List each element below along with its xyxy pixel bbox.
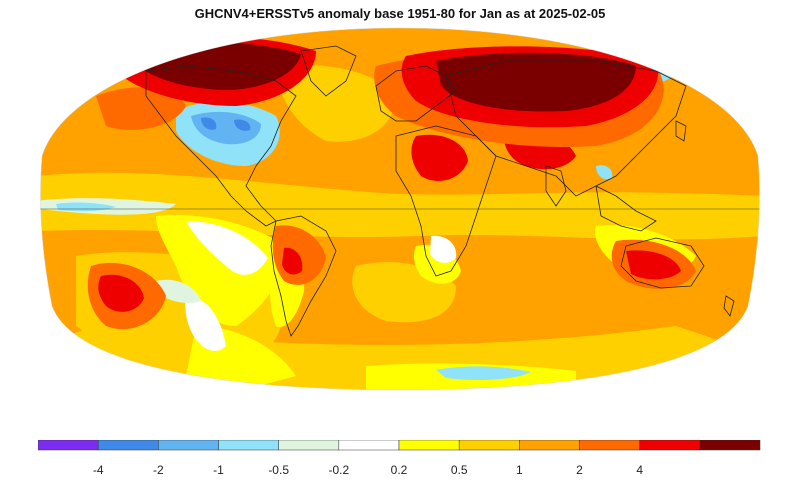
anomaly-region-white-southern-africa (430, 235, 457, 263)
anomaly-region-cyan-southern-ocean (436, 366, 531, 380)
anomaly-region-dark-blue-north-america (201, 117, 217, 130)
legend-tick-label: -0.5 (268, 463, 289, 477)
anomaly-region-red-south-america (282, 247, 303, 275)
coastline-asia (445, 60, 687, 197)
anomaly-region-red-north-africa (411, 134, 468, 181)
legend-tick-label: -0.2 (328, 463, 349, 477)
legend-swatch (158, 440, 219, 451)
coastline-australia (620, 237, 705, 289)
legend-tick-label: 4 (636, 463, 643, 477)
legend-swatch (97, 440, 159, 451)
legend-swatch (338, 440, 400, 451)
legend-swatch (218, 440, 279, 451)
legend-labels: -4 -2 -1 -0.5 -0.2 0.2 0.5 1 2 4 (93, 463, 643, 477)
anomaly-region-dark-blue-great-lakes (234, 119, 251, 131)
anomaly-region-cyan-south-china (596, 165, 613, 180)
coastline-southeast-asia (595, 185, 657, 232)
coastline-north-america (145, 65, 297, 227)
anomaly-region-white-south-pacific (185, 296, 226, 351)
legend-swatch (519, 440, 580, 451)
legend-swatch (278, 440, 340, 451)
coastline-new-zealand (723, 295, 735, 317)
legend-swatch (398, 440, 460, 451)
legend-tick-label: -2 (153, 463, 164, 477)
coastline-india (545, 165, 567, 207)
coastlines (145, 45, 735, 337)
anomaly-region-pale-green-south-pacific (156, 279, 201, 303)
legend-tick-label: 0.5 (451, 463, 468, 477)
legend-swatch (639, 440, 701, 451)
legend-tick-label: 2 (576, 463, 583, 477)
coastline-japan (675, 120, 687, 142)
legend-tick-label: 1 (516, 463, 523, 477)
legend-swatch (699, 440, 761, 451)
anomaly-region-white-east-pacific (186, 221, 268, 275)
anomaly-region-yellow-east-pacific (156, 215, 286, 326)
legend-tick-label: -4 (93, 463, 104, 477)
world-anomaly-map (40, 27, 760, 391)
anomaly-region-light-orange-north-atlantic (276, 64, 396, 142)
legend-swatch (458, 440, 520, 451)
anomaly-region-red-australia (626, 250, 681, 280)
legend-swatch (579, 440, 640, 451)
map-title: GHCNV4+ERSSTv5 anomaly base 1951-80 for … (194, 6, 606, 21)
coastline-europe (375, 65, 457, 122)
color-legend: -4 -2 -1 -0.5 -0.2 0.2 0.5 1 2 4 (38, 440, 761, 477)
coastline-greenland (300, 45, 357, 97)
legend-swatch (38, 440, 99, 451)
globe-outline (40, 27, 760, 391)
anomaly-region-red-south-pacific (98, 274, 144, 312)
coastline-south-america (270, 215, 337, 337)
legend-swatches (38, 440, 761, 451)
anomaly-region-dark-red-siberia (436, 52, 636, 112)
legend-tick-label: 0.2 (391, 463, 408, 477)
legend-tick-label: -1 (213, 463, 224, 477)
